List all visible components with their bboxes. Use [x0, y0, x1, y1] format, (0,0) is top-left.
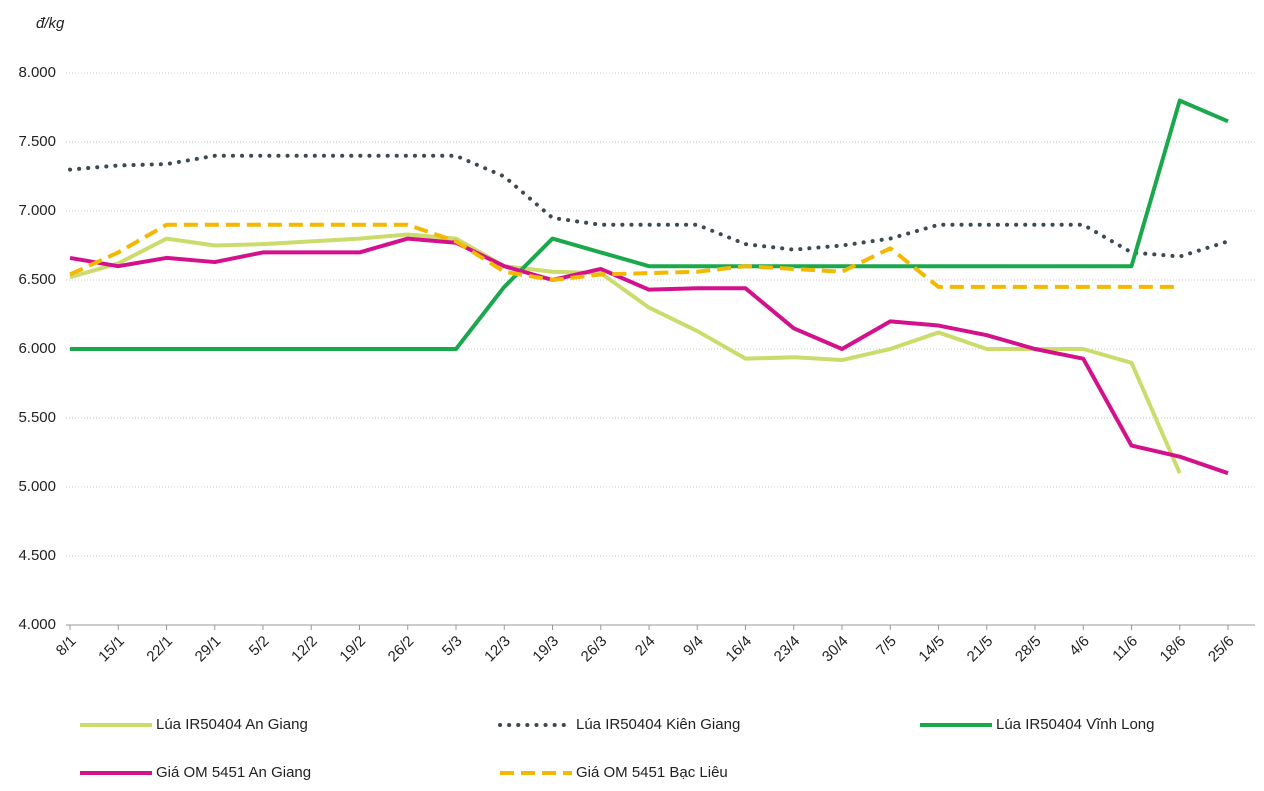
x-tick-label: 2/4 [632, 633, 659, 660]
x-tick-label: 16/4 [722, 633, 755, 666]
y-tick-label: 6.000 [18, 340, 56, 357]
series-line [69, 232, 1182, 475]
x-tick-label: 4/6 [1066, 633, 1093, 660]
y-axis-label: đ/kg [36, 15, 65, 32]
x-tick-label: 25/6 [1205, 633, 1238, 666]
x-tick-label: 14/5 [915, 633, 948, 666]
y-tick-label: 4.500 [18, 547, 56, 564]
x-tick-label: 18/6 [1157, 633, 1190, 666]
x-tick-label: 5/3 [439, 633, 466, 660]
x-tick-label: 26/3 [578, 633, 611, 666]
x-tick-label: 26/2 [385, 633, 418, 666]
y-tick-label: 5.000 [18, 478, 56, 495]
x-tick-label: 12/3 [481, 633, 514, 666]
y-tick-label: 5.500 [18, 409, 56, 426]
x-tick-label: 30/4 [819, 633, 852, 666]
x-tick-label: 19/2 [336, 633, 369, 666]
x-tick-label: 15/1 [95, 633, 128, 666]
x-tick-label: 29/1 [192, 633, 225, 666]
x-tick-label: 12/2 [288, 633, 321, 666]
legend-label: Giá OM 5451 Bạc Liêu [576, 764, 728, 781]
y-tick-label: 7.500 [18, 133, 56, 150]
x-tick-label: 22/1 [143, 633, 176, 666]
legend-label: Lúa IR50404 Kiên Giang [576, 716, 740, 733]
x-tick-label: 5/2 [246, 633, 273, 660]
series-line [68, 153, 1230, 259]
series-line [69, 222, 1180, 289]
x-tick-label: 19/3 [529, 633, 562, 666]
y-tick-label: 7.000 [18, 202, 56, 219]
x-tick-label: 7/5 [873, 633, 900, 660]
series-line [70, 98, 1229, 351]
legend-label: Lúa IR50404 Vĩnh Long [996, 716, 1154, 733]
series-line [69, 236, 1229, 476]
x-tick-label: 28/5 [1012, 633, 1045, 666]
y-tick-label: 6.500 [18, 271, 56, 288]
x-tick-label: 23/4 [771, 633, 804, 666]
y-tick-label: 8.000 [18, 64, 56, 81]
x-tick-label: 8/1 [53, 633, 80, 660]
legend-label: Lúa IR50404 An Giang [156, 716, 308, 733]
y-tick-label: 4.000 [18, 616, 56, 633]
legend-label: Giá OM 5451 An Giang [156, 764, 311, 781]
x-tick-label: 11/6 [1109, 633, 1141, 665]
x-tick-label: 21/5 [964, 633, 997, 666]
x-tick-label: 9/4 [680, 633, 707, 660]
